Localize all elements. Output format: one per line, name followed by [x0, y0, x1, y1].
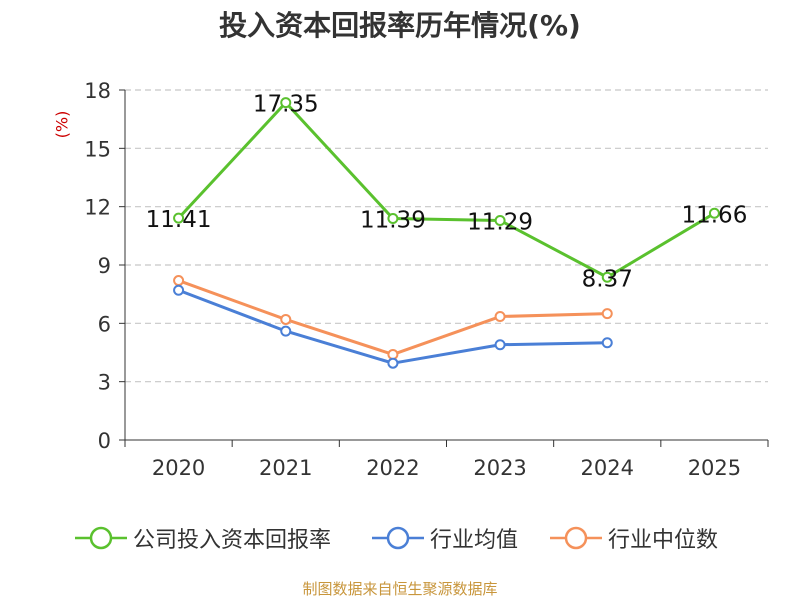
data-point	[494, 214, 506, 226]
chart-title: 投入资本回报率历年情况(%)	[219, 9, 581, 42]
legend-marker-icon	[372, 526, 424, 550]
axes: 0 3 6 9 12 15 18 2020 2021 2022 2023 2024 2025	[84, 79, 769, 480]
data-label: 17.35	[253, 92, 319, 118]
legend-item[interactable]: 行业均值	[372, 518, 518, 558]
y-tick-label: 12	[84, 196, 111, 220]
data-point	[173, 275, 185, 287]
source-note: 制图数据来自恒生聚源数据库	[302, 580, 498, 598]
data-point	[280, 325, 292, 337]
data-point	[494, 311, 506, 323]
series	[173, 97, 720, 369]
data-point	[601, 271, 613, 283]
data-point	[601, 308, 613, 320]
y-axis-label: (%)	[52, 110, 72, 139]
y-tick-label: 6	[98, 312, 111, 336]
legend-label: 公司投入资本回报率	[133, 528, 332, 553]
data-label: 8.37	[582, 266, 633, 292]
series-line	[177, 101, 716, 279]
x-tick-label: 2022	[366, 456, 419, 480]
legend-marker-icon	[75, 526, 127, 550]
y-tick-label: 9	[98, 254, 111, 278]
legend-item[interactable]: 公司投入资本回报率	[75, 518, 331, 558]
data-point	[173, 284, 185, 296]
data-point	[494, 339, 506, 351]
data-point	[387, 213, 399, 225]
data-point	[280, 97, 292, 109]
y-tick-label: 15	[84, 137, 111, 161]
x-tick-label: 2025	[688, 456, 741, 480]
legend-label: 行业均值	[430, 528, 519, 553]
y-tick-label: 0	[98, 429, 111, 453]
grid-lines	[125, 89, 768, 383]
x-tick-label: 2024	[581, 456, 634, 480]
data-labels: 11.41 17.35 11.39 11.29 8.37 11.66	[146, 92, 748, 293]
data-label: 11.41	[146, 207, 212, 233]
legend-item[interactable]: 行业中位数	[550, 518, 718, 558]
data-point	[280, 313, 292, 325]
data-label: 11.39	[360, 208, 426, 234]
data-point	[173, 212, 185, 224]
data-label: 11.66	[681, 202, 747, 228]
data-point	[387, 348, 399, 360]
y-tick-label: 3	[98, 371, 111, 395]
x-tick-label: 2023	[473, 456, 526, 480]
y-tick-label: 18	[84, 79, 111, 103]
data-point	[601, 337, 613, 349]
legend-marker-icon	[550, 526, 602, 550]
data-label: 11.29	[467, 209, 533, 235]
data-point	[708, 207, 720, 219]
legend-label: 行业中位数	[608, 528, 719, 553]
x-tick-label: 2021	[259, 456, 312, 480]
x-tick-label: 2020	[152, 456, 205, 480]
data-point	[387, 357, 399, 369]
legend: 公司投入资本回报率 行业均值 行业中位数	[0, 518, 800, 558]
